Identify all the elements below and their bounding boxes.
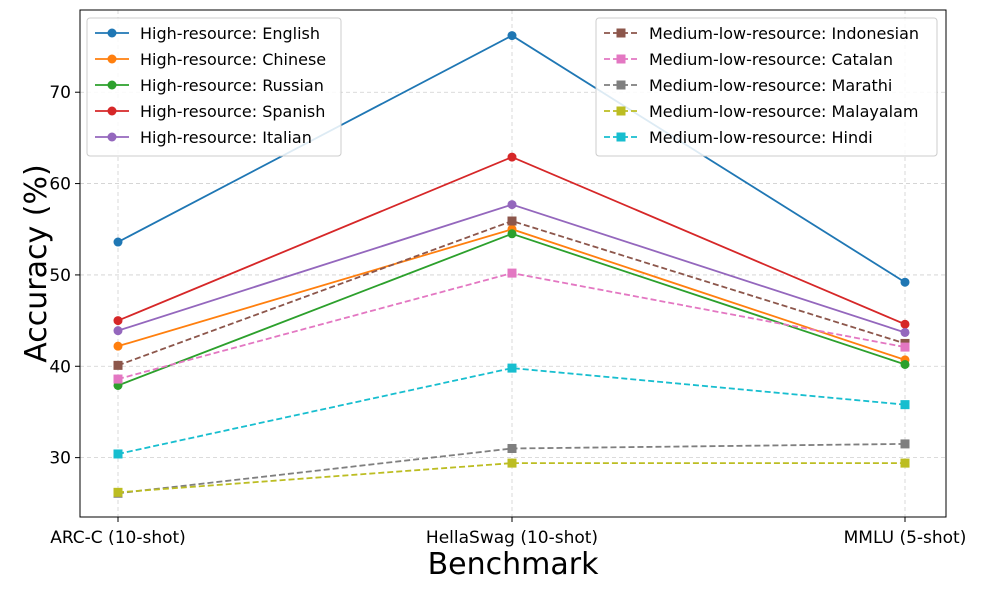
series-line-high-resource-spanish [117, 156, 906, 326]
y-tick-label: 40 [49, 357, 71, 377]
legend-marker-high-resource-english [107, 28, 117, 38]
legend-marker-high-resource-italian [107, 132, 117, 142]
series-line-medium-low-resource-hindi [117, 367, 906, 455]
series-high-resource-spanish [113, 152, 910, 329]
series-medium-low-resource-marathi [113, 439, 910, 498]
data-point-high-resource-russian [900, 359, 910, 369]
series-high-resource-italian [113, 200, 910, 337]
data-point-high-resource-english [900, 277, 910, 287]
legend-label-high-resource-chinese: High-resource: Chinese [140, 50, 326, 69]
data-point-medium-low-resource-catalan [900, 342, 910, 352]
legend-marker-high-resource-russian [107, 80, 117, 90]
data-point-medium-low-resource-marathi [507, 443, 517, 453]
legend-label-high-resource-russian: High-resource: Russian [140, 76, 324, 95]
x-axis-ticks: ARC-C (10-shot) HellaSwag (10-shot) MMLU (… [50, 517, 966, 548]
data-point-medium-low-resource-indonesian [507, 216, 517, 226]
data-point-high-resource-chinese [113, 341, 123, 351]
y-axis-title: Accuracy (%) [19, 164, 54, 362]
data-point-medium-low-resource-hindi [113, 449, 123, 459]
legend-label-medium-low-resource-hindi: Medium-low-resource: Hindi [649, 128, 873, 147]
legend-label-high-resource-english: High-resource: English [140, 24, 320, 43]
legend-label-high-resource-spanish: High-resource: Spanish [140, 102, 325, 121]
data-point-high-resource-english [507, 31, 517, 41]
y-axis-ticks: 30 40 50 60 70 [49, 83, 80, 469]
data-point-high-resource-spanish [507, 152, 517, 162]
y-tick-label: 70 [49, 83, 71, 103]
series-medium-low-resource-hindi [113, 363, 910, 459]
legend-label-medium-low-resource-catalan: Medium-low-resource: Catalan [649, 50, 893, 69]
data-point-high-resource-spanish [113, 316, 123, 326]
data-point-medium-low-resource-marathi [900, 439, 910, 449]
y-tick-label: 50 [49, 266, 71, 286]
x-tick-label: ARC-C (10-shot) [50, 528, 186, 548]
series-line-medium-low-resource-malayalam [117, 462, 905, 494]
legend-label-high-resource-italian: High-resource: Italian [140, 128, 312, 147]
data-point-medium-low-resource-malayalam [113, 487, 123, 497]
series-line-high-resource-russian [117, 232, 906, 387]
data-point-medium-low-resource-catalan [507, 268, 517, 278]
data-point-medium-low-resource-malayalam [507, 458, 517, 468]
y-tick-label: 60 [49, 175, 71, 195]
legend-marker-high-resource-spanish [107, 106, 117, 116]
data-point-high-resource-italian [507, 200, 517, 210]
legend-marker-medium-low-resource-hindi [616, 132, 626, 142]
data-point-medium-low-resource-indonesian [113, 360, 123, 370]
legend-label-medium-low-resource-marathi: Medium-low-resource: Marathi [649, 76, 892, 95]
data-point-high-resource-russian [507, 229, 517, 239]
data-point-high-resource-spanish [900, 319, 910, 329]
series-high-resource-english [113, 31, 910, 287]
legend-high-resource: High-resource: English High-resource: Chi… [86, 17, 342, 157]
data-point-high-resource-italian [900, 327, 910, 337]
legend-marker-high-resource-chinese [107, 54, 117, 64]
series-medium-low-resource-malayalam [113, 458, 910, 497]
legend-label-medium-low-resource-malayalam: Medium-low-resource: Malayalam [649, 102, 919, 121]
x-tick-label: MMLU (5-shot) [844, 528, 967, 548]
legend-box [595, 17, 938, 157]
legend-marker-medium-low-resource-malayalam [616, 106, 626, 116]
legend-marker-medium-low-resource-catalan [616, 54, 626, 64]
data-point-medium-low-resource-malayalam [900, 458, 910, 468]
plot-frame [79, 9, 947, 518]
x-tick-label: HellaSwag (10-shot) [426, 528, 598, 548]
legend-medium-low-resource: Medium-low-resource: Indonesian Medium-lo… [595, 17, 938, 157]
legend-box [86, 17, 342, 157]
legend-label-medium-low-resource-indonesian: Medium-low-resource: Indonesian [649, 24, 919, 43]
data-point-high-resource-italian [113, 326, 123, 336]
series-lines [113, 31, 910, 498]
series-medium-low-resource-catalan [113, 268, 910, 384]
y-tick-label: 30 [49, 449, 71, 469]
data-point-medium-low-resource-catalan [113, 374, 123, 384]
data-point-high-resource-english [113, 237, 123, 247]
legend-marker-medium-low-resource-marathi [616, 80, 626, 90]
data-point-medium-low-resource-hindi [507, 363, 517, 373]
data-point-medium-low-resource-hindi [900, 400, 910, 410]
legend-marker-medium-low-resource-indonesian [616, 28, 626, 38]
x-axis-title: Benchmark [428, 547, 600, 582]
